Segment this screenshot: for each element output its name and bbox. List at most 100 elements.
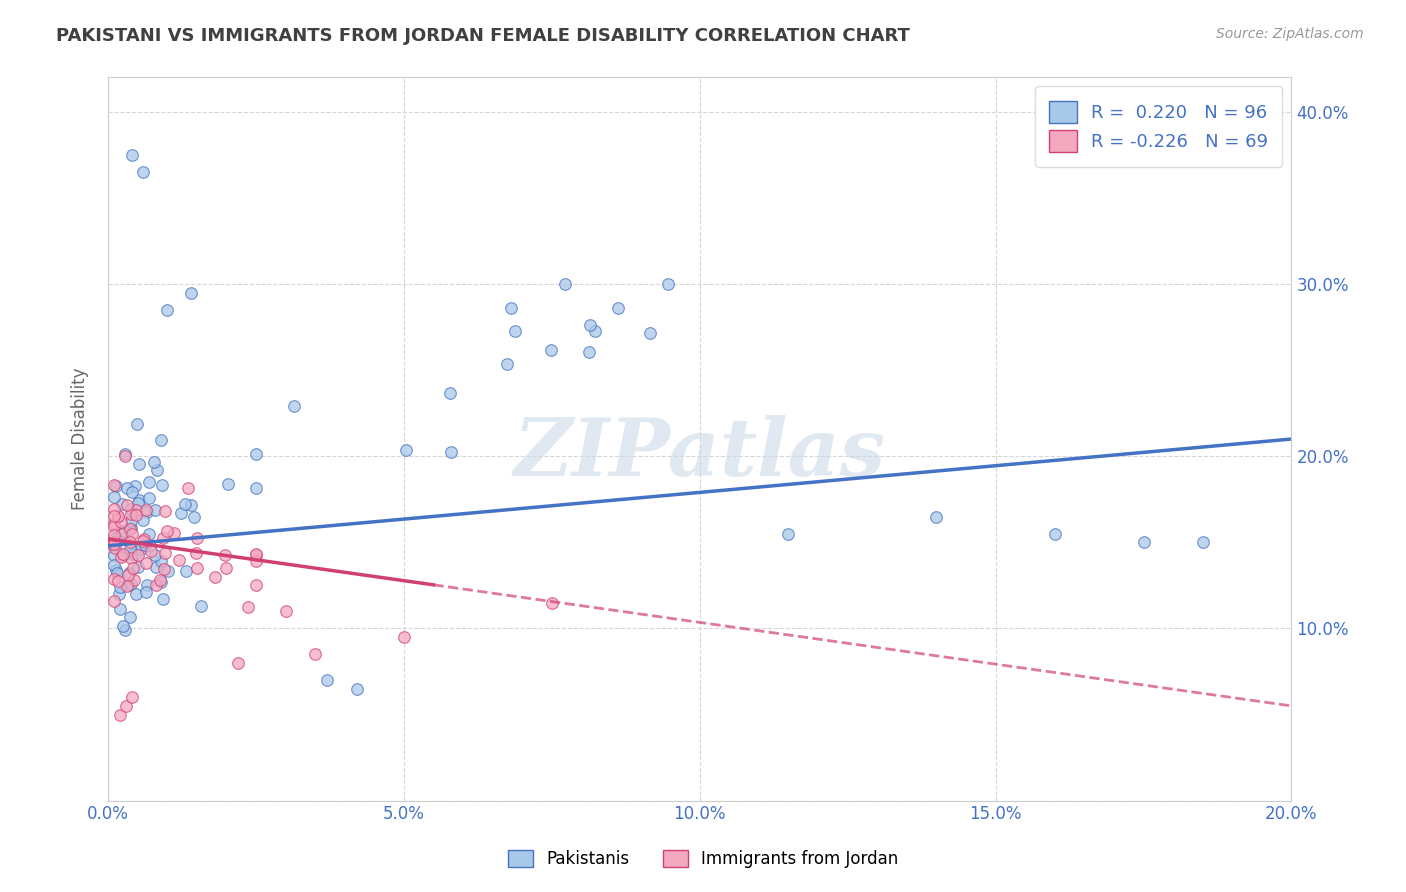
Point — [103, 491, 125, 505]
Point — [173, 497, 195, 511]
Point — [606, 301, 628, 316]
Legend: R =  0.220   N = 96, R = -0.226   N = 69: R = 0.220 N = 96, R = -0.226 N = 69 — [1035, 87, 1282, 167]
Point — [153, 546, 176, 560]
Point — [245, 447, 267, 461]
Point — [103, 558, 125, 573]
Point — [138, 539, 160, 553]
Point — [496, 358, 519, 372]
Point — [186, 561, 208, 575]
Point — [117, 578, 139, 592]
Point — [392, 630, 415, 644]
Point — [127, 496, 149, 510]
Point — [146, 463, 169, 477]
Point — [503, 324, 526, 338]
Point — [439, 385, 461, 400]
Point — [121, 690, 143, 705]
Point — [111, 524, 134, 539]
Point — [120, 522, 142, 536]
Point — [554, 277, 576, 291]
Point — [152, 531, 174, 545]
Point — [236, 599, 259, 614]
Point — [186, 546, 208, 560]
Point — [283, 399, 305, 413]
Point — [226, 656, 249, 670]
Point — [183, 510, 205, 524]
Point — [103, 540, 125, 554]
Point — [150, 433, 173, 447]
Point — [112, 548, 135, 562]
Point — [190, 599, 212, 613]
Point — [153, 504, 176, 518]
Point — [115, 498, 138, 512]
Point — [103, 537, 125, 551]
Point — [394, 443, 416, 458]
Text: PAKISTANI VS IMMIGRANTS FROM JORDAN FEMALE DISABILITY CORRELATION CHART: PAKISTANI VS IMMIGRANTS FROM JORDAN FEMA… — [56, 27, 910, 45]
Point — [155, 524, 177, 538]
Point — [103, 572, 125, 586]
Point — [346, 681, 368, 696]
Text: ZIPatlas: ZIPatlas — [513, 415, 886, 492]
Point — [129, 542, 152, 557]
Point — [114, 698, 136, 713]
Point — [118, 534, 141, 549]
Point — [1191, 535, 1213, 549]
Point — [107, 531, 129, 545]
Point — [120, 514, 142, 528]
Point — [169, 507, 191, 521]
Point — [114, 623, 136, 637]
Point — [122, 573, 145, 587]
Point — [152, 562, 174, 576]
Point — [163, 526, 186, 541]
Point — [125, 503, 148, 517]
Point — [104, 541, 127, 556]
Point — [149, 574, 172, 589]
Point — [104, 563, 127, 577]
Point — [110, 515, 132, 529]
Point — [176, 564, 198, 578]
Point — [120, 502, 142, 516]
Point — [214, 548, 236, 562]
Point — [120, 507, 142, 521]
Point — [124, 548, 146, 562]
Point — [578, 318, 600, 332]
Point — [103, 501, 125, 516]
Point — [128, 493, 150, 508]
Point — [180, 498, 202, 512]
Point — [540, 343, 562, 358]
Point — [499, 301, 522, 315]
Point — [125, 417, 148, 431]
Point — [103, 509, 125, 524]
Point — [142, 455, 165, 469]
Point — [585, 325, 607, 339]
Point — [143, 548, 166, 562]
Point — [156, 565, 179, 579]
Point — [145, 577, 167, 591]
Point — [107, 587, 129, 601]
Point — [245, 481, 267, 495]
Point — [121, 560, 143, 574]
Point — [121, 148, 143, 162]
Point — [112, 524, 135, 539]
Point — [127, 560, 149, 574]
Point — [120, 541, 142, 556]
Point — [129, 538, 152, 552]
Point — [120, 521, 142, 535]
Point — [145, 560, 167, 574]
Point — [125, 587, 148, 601]
Point — [274, 604, 297, 618]
Point — [657, 277, 679, 291]
Point — [111, 526, 134, 541]
Point — [114, 449, 136, 463]
Point — [117, 568, 139, 582]
Point — [167, 552, 190, 566]
Point — [150, 478, 173, 492]
Point — [149, 573, 172, 587]
Point — [540, 596, 562, 610]
Point — [304, 647, 326, 661]
Point — [107, 508, 129, 523]
Point — [108, 580, 131, 594]
Text: Source: ZipAtlas.com: Source: ZipAtlas.com — [1216, 27, 1364, 41]
Point — [118, 566, 141, 581]
Legend: Pakistanis, Immigrants from Jordan: Pakistanis, Immigrants from Jordan — [501, 843, 905, 875]
Point — [177, 481, 200, 495]
